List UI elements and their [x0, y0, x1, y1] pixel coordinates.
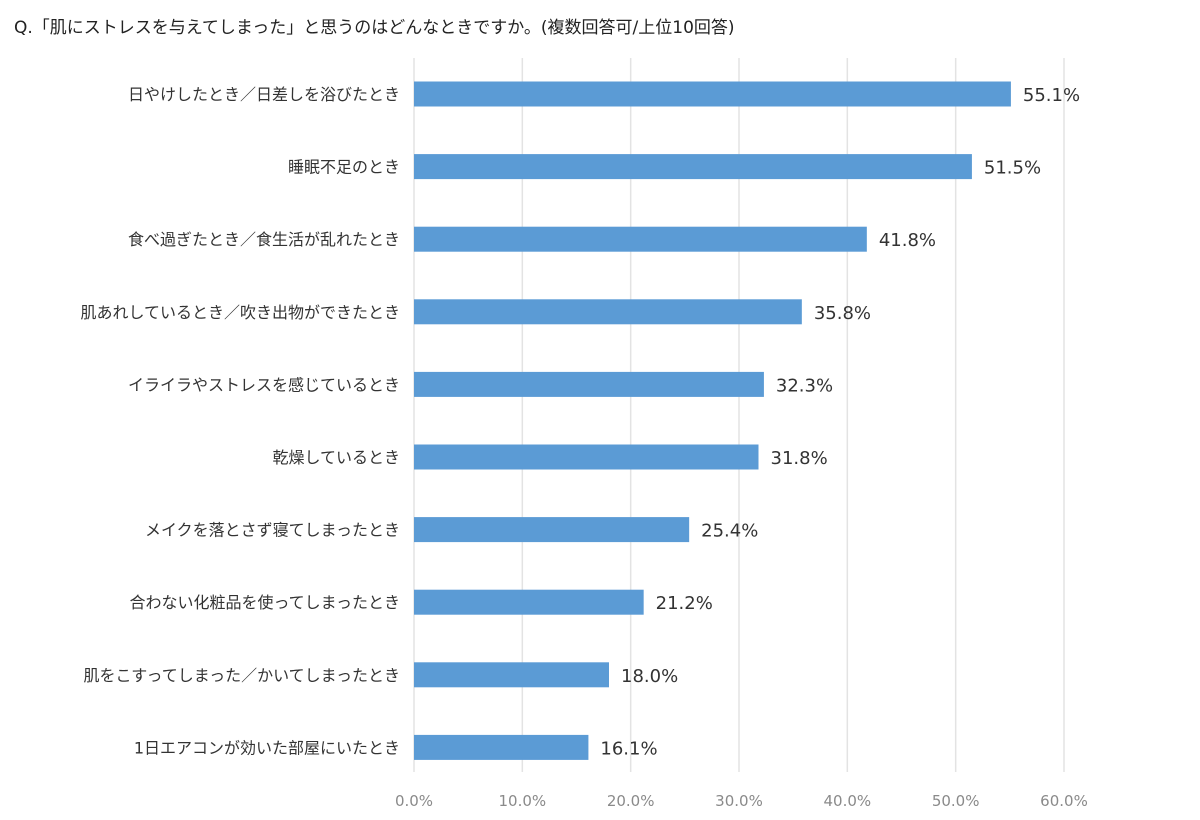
data-label: 41.8%: [879, 230, 936, 251]
data-label: 35.8%: [814, 303, 871, 324]
data-label: 51.5%: [984, 158, 1041, 179]
category-label: 1日エアコンが効いた部屋にいたとき: [134, 738, 400, 757]
bar: [414, 226, 867, 252]
data-label: 32.3%: [776, 375, 833, 396]
chart-title: Q.「肌にストレスを与えてしまった」と思うのはどんなときですか。(複数回答可/上…: [14, 18, 735, 38]
category-labels: 日やけしたとき／日差しを浴びたとき睡眠不足のとき食べ過ぎたとき／食生活が乱れたと…: [80, 85, 400, 757]
x-tick-label: 20.0%: [607, 792, 655, 810]
data-label: 18.0%: [621, 666, 678, 687]
bar: [414, 589, 644, 615]
bar: [414, 662, 609, 688]
value-labels: 55.1% 51.5% 41.8% 35.8% 32.3% 31.8% 25.4% 21.2%…: [600, 85, 1080, 759]
x-tick-label: 30.0%: [715, 792, 763, 810]
bar: [414, 154, 972, 180]
bar: [414, 299, 802, 325]
x-axis-ticks: 0.0% 10.0% 20.0% 30.0% 40.0% 50.0% 60.0%: [395, 792, 1088, 810]
bar: [414, 371, 764, 397]
category-label: 日やけしたとき／日差しを浴びたとき: [128, 85, 400, 104]
bar: [414, 444, 759, 470]
data-label: 16.1%: [600, 738, 657, 759]
bar: [414, 517, 690, 543]
bars: [414, 81, 1011, 760]
category-label: 肌あれしているとき／吹き出物ができたとき: [80, 303, 400, 322]
category-label: 肌をこすってしまった／かいてしまったとき: [84, 666, 400, 685]
category-label: 乾燥しているとき: [272, 448, 400, 467]
category-label: イライラやストレスを感じているとき: [128, 375, 400, 394]
x-tick-label: 0.0%: [395, 792, 433, 810]
x-tick-label: 60.0%: [1040, 792, 1088, 810]
bar: [414, 81, 1011, 107]
data-label: 25.4%: [701, 521, 758, 542]
gridlines: [413, 58, 1065, 772]
category-label: 合わない化粧品を使ってしまったとき: [129, 593, 400, 612]
x-tick-label: 50.0%: [932, 792, 980, 810]
category-label: 食べ過ぎたとき／食生活が乱れたとき: [128, 230, 400, 249]
x-tick-label: 40.0%: [824, 792, 872, 810]
bar: [414, 734, 589, 760]
data-label: 21.2%: [656, 593, 713, 614]
data-label: 55.1%: [1023, 85, 1080, 106]
x-tick-label: 10.0%: [499, 792, 547, 810]
data-label: 31.8%: [771, 448, 828, 469]
category-label: メイクを落とさず寝てしまったとき: [145, 521, 400, 540]
category-label: 睡眠不足のとき: [288, 158, 400, 177]
